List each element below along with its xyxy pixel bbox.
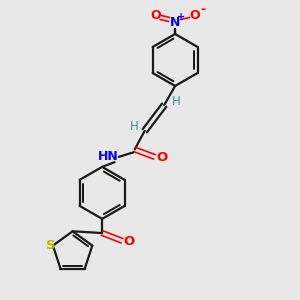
Text: HN: HN (98, 150, 118, 163)
Text: O: O (156, 151, 167, 164)
Text: H: H (172, 94, 180, 107)
Text: O: O (150, 9, 160, 22)
Text: N: N (170, 16, 180, 29)
Text: H: H (130, 120, 138, 133)
Text: S: S (46, 239, 56, 252)
Text: +: + (177, 12, 185, 22)
Text: O: O (190, 9, 200, 22)
Text: O: O (123, 235, 135, 248)
Text: -: - (201, 3, 206, 16)
